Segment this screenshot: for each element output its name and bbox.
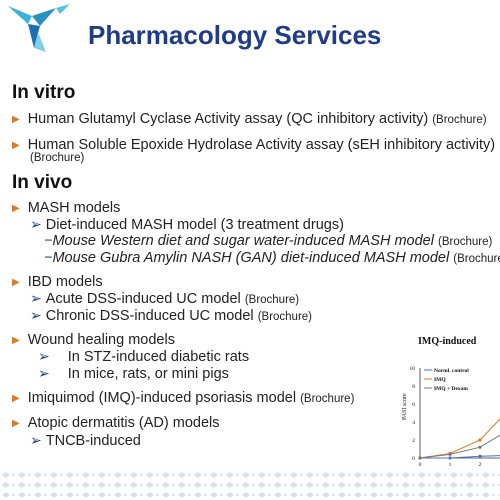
data-point (478, 445, 482, 449)
hummingbird-logo-icon (8, 4, 70, 52)
y-tick-label: 4 (412, 420, 415, 426)
mash-models: ▶ MASH models (12, 200, 121, 216)
page-title: Pharmacology Services (88, 20, 382, 50)
y-tick-label: 8 (412, 384, 415, 390)
brochure-link[interactable]: (Brochure) (432, 114, 487, 126)
imq-psoriasis-model: ▶ Imiquimod (IMQ)-induced psoriasis model… (12, 390, 355, 406)
y-tick-label: 10 (410, 366, 416, 372)
brochure-link[interactable]: (Brochure) (244, 294, 300, 306)
chevron-right-icon: ➢ (38, 348, 50, 364)
brochure-link[interactable]: (Brochure) (30, 152, 85, 164)
mash-dash-western: −Mouse Western diet and sugar water-indu… (44, 233, 493, 249)
triangle-bullet-icon: ▶ (12, 418, 20, 429)
wound-sub-mice: ➢ In mice, rats, or mini pigs (38, 365, 229, 382)
legend-entry: IMQ + Dexam (434, 386, 468, 392)
data-point (448, 456, 452, 460)
data-point (478, 454, 482, 458)
in-vivo-heading: In vivo (12, 172, 73, 193)
legend-entry: IMQ (434, 377, 446, 383)
series-line (420, 455, 500, 459)
ad-sub-tncb: ➢ TNCB-induced (30, 432, 141, 449)
triangle-bullet-icon: ▶ (12, 203, 20, 214)
ibd-sub-acute: ➢ Acute DSS-induced UC model (Brochure) (30, 290, 300, 307)
triangle-bullet-icon: ▶ (12, 114, 20, 125)
brochure-link[interactable]: (Brochure) (453, 253, 500, 265)
triangle-bullet-icon: ▶ (12, 393, 20, 404)
ibd-sub-chronic: ➢ Chronic DSS-induced UC model (Brochure) (30, 307, 313, 324)
chevron-right-icon: ➢ (30, 432, 42, 448)
in-vitro-item-seh: ▶ Human Soluble Epoxide Hydrolase Activit… (12, 137, 496, 153)
brochure-link[interactable]: (Brochure) (438, 236, 493, 248)
triangle-bullet-icon: ▶ (12, 140, 20, 151)
wound-healing-models: ▶ Wound healing models (12, 332, 175, 348)
chart-title: IMQ-induced (418, 336, 477, 347)
series-line (419, 434, 500, 459)
y-tick-label: 0 (412, 456, 415, 462)
mash-dash-gan: −Mouse Gubra Amylin NASH (GAN) diet-indu… (44, 250, 500, 266)
triangle-bullet-icon: ▶ (12, 277, 20, 288)
x-tick-label: 2 (479, 462, 482, 468)
ibd-models: ▶ IBD models (12, 274, 103, 290)
y-tick-label: 6 (412, 402, 415, 408)
chevron-right-icon: ➢ (30, 307, 42, 323)
legend-entry: Norml. control (434, 368, 469, 374)
decorative-pattern (0, 470, 500, 500)
atopic-dermatitis-models: ▶ Atopic dermatitis (AD) models (12, 415, 220, 431)
series-line (419, 418, 500, 459)
triangle-bullet-icon: ▶ (12, 335, 20, 346)
y-tick-label: 2 (412, 438, 415, 444)
chevron-right-icon: ➢ (30, 290, 42, 306)
brochure-link[interactable]: (Brochure) (300, 393, 355, 405)
data-point (418, 456, 422, 460)
data-point (448, 452, 452, 456)
y-axis-label: PASI score (402, 393, 408, 420)
data-point (478, 438, 482, 442)
brochure-link[interactable]: (Brochure) (257, 311, 313, 323)
in-vitro-item-qc: ▶ Human Glutamyl Cyclase Activity assay (… (12, 111, 487, 127)
x-tick-label: 1 (449, 462, 452, 468)
wound-sub-stz: ➢ In STZ-induced diabetic rats (38, 348, 250, 365)
x-tick-label: 0 (419, 462, 422, 468)
mash-sub-diet: ➢ Diet-induced MASH model (3 treatment dr… (30, 216, 344, 233)
chevron-right-icon: ➢ (30, 216, 42, 232)
in-vitro-heading: In vitro (12, 82, 76, 103)
chevron-right-icon: ➢ (38, 365, 50, 381)
